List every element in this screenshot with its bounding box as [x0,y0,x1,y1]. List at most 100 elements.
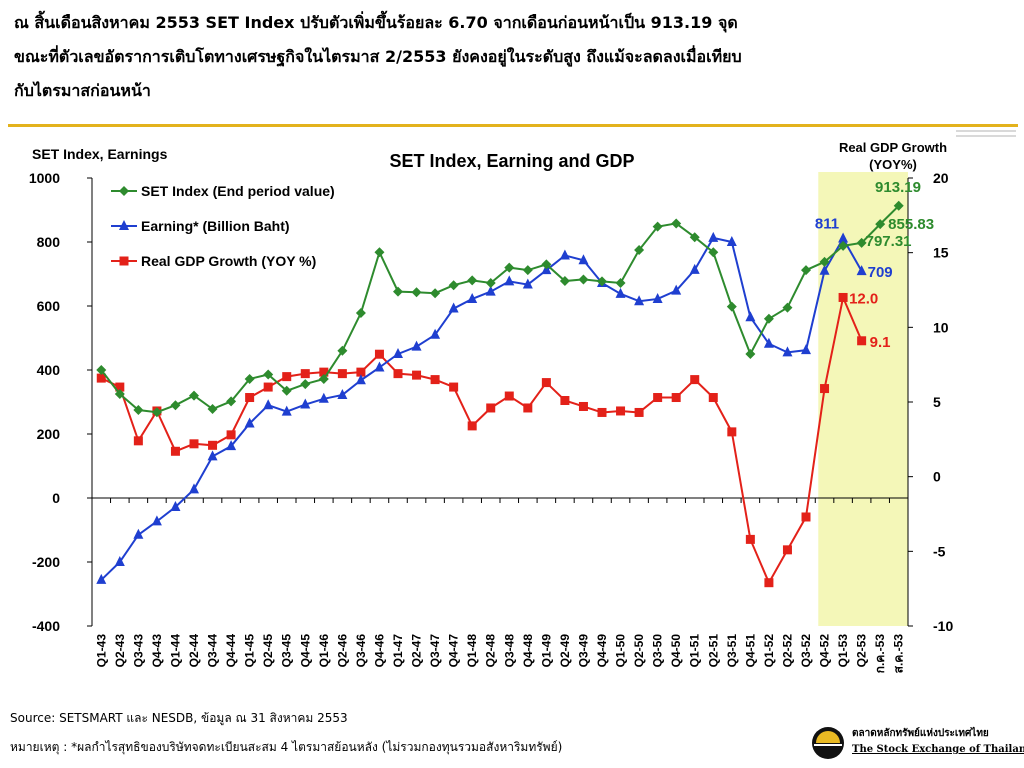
earning-q1-53-label: 811 [815,215,839,232]
gdp-data-point [820,384,830,394]
x-tick-label: Q2-53 [855,634,869,668]
gdp-data-point [616,406,626,416]
earning-data-point [374,361,385,372]
left-axis-title: SET Index, Earnings [32,146,168,162]
set-series-line [100,205,900,414]
set-data-point [189,390,199,401]
earning-data-point [281,405,292,416]
x-tick-label: Q3-45 [280,634,294,668]
x-tick-label: Q3-51 [725,634,739,668]
logo-thai-text: ตลาดหลักทรัพย์แห่งประเทศไทย [852,728,989,739]
earning-data-point [393,348,403,358]
x-tick-label: Q3-50 [651,634,665,668]
gdp-data-point [356,367,366,377]
header-divider [8,124,1018,127]
headline-line-3: กับไตรมาสก่อนหน้า [14,81,151,100]
x-tick-label: Q4-48 [521,634,535,668]
gdp-data-point [541,378,551,388]
x-tick-label: Q2-49 [558,634,572,668]
gdp-data-point [690,375,700,385]
set-data-point [96,365,107,375]
left-tick-label: -200 [32,554,60,570]
forecast-highlight-band [818,172,908,626]
set-data-point [522,265,533,276]
x-tick-label: Q4-46 [372,634,386,668]
earning-data-point [578,254,589,265]
set-data-point [207,404,218,415]
set-earning-gdp-chart: 1000 800 600 400 200 0 -200 -400 20 15 10 5 0 -5 -10 Re… [29,140,954,674]
gdp-data-point [857,336,867,346]
x-tick-label: ส.ค.-53 [892,634,906,674]
set-data-point [634,245,645,255]
gdp-data-point [467,421,477,431]
gdp-data-point [523,403,533,413]
logo-english-text: The Stock Exchange of Thailand [852,744,1024,755]
x-tick-label: Q2-43 [113,634,127,668]
set-data-point [838,240,849,251]
set-data-point [801,265,811,276]
set-data-point [244,373,255,384]
x-tick-label: Q3-47 [428,634,442,668]
set-logo: ตลาดหลักทรัพย์แห่งประเทศไทย The Stock Ex… [812,724,1024,764]
gdp-data-point [634,407,644,417]
source-note: Source: SETSMART และ NESDB, ข้อมูล ณ 31 … [10,711,348,725]
set-data-point [763,313,774,324]
right-tick-label: -5 [933,543,946,559]
x-tick-label: Q1-45 [243,634,257,668]
set-data-point [411,287,422,298]
left-tick-label: 1000 [29,170,60,186]
set-data-point [708,247,719,258]
x-tick-label: Q4-43 [150,634,164,668]
set-data-point [541,259,552,270]
earning-data-point [652,292,663,303]
x-tick-label: Q1-43 [94,634,108,668]
earning-data-point [763,337,774,348]
earning-data-point [207,450,218,461]
gdp-data-point [745,534,755,544]
gdp-q1-53-label: 12.0 [849,290,878,307]
set-data-point [893,200,904,211]
legend-earning-label: Earning* (Billion Baht) [141,218,290,234]
legend-set-label: SET Index (End period value) [141,183,335,199]
chart-title: SET Index, Earning and GDP [389,151,634,171]
gdp-data-point [319,367,329,377]
set-data-point [430,288,441,299]
earning-data-point [300,398,311,409]
right-tick-label: 0 [933,469,941,485]
earning-data-point [263,399,274,410]
earning-data-point [244,417,255,428]
gdp-data-point [412,370,422,380]
earning-data-point [430,328,441,339]
gdp-data-point [801,512,811,522]
gdp-data-point [96,373,106,383]
x-tick-label: Q3-43 [131,634,145,668]
gdp-data-point [486,403,496,413]
x-tick-label: Q2-48 [484,634,498,668]
legend-gdp-marker [119,256,129,266]
gdp-data-point [374,349,384,359]
gdp-data-point [263,382,273,392]
set-data-point [652,221,663,232]
earning-data-point [170,500,181,511]
earning-data-point [96,573,107,584]
earning-data-point [708,231,719,242]
x-tick-label: Q4-49 [595,634,609,668]
set-data-point [337,345,348,356]
earning-data-point [801,344,811,355]
headline: ณ สิ้นเดือนสิงหาคม 2553 SET Index ปรับตั… [14,6,1014,108]
gdp-data-point [449,382,459,392]
earning-data-point [467,292,478,303]
gdp-q2-53-label: 9.1 [870,334,891,351]
x-tick-label: Q1-48 [465,634,479,668]
gdp-data-point [504,391,514,401]
earning-data-point [318,392,329,403]
legend-earning-marker [119,220,129,230]
x-tick-label: Q1-53 [836,634,850,668]
set-data-point [615,277,626,288]
legend-set-marker [119,186,129,196]
earning-data-point [133,528,144,539]
x-tick-label: Q4-50 [669,634,683,668]
earning-data-point [689,263,700,274]
set-data-point [819,256,830,267]
legend-gdp-label: Real GDP Growth (YOY %) [141,253,316,269]
